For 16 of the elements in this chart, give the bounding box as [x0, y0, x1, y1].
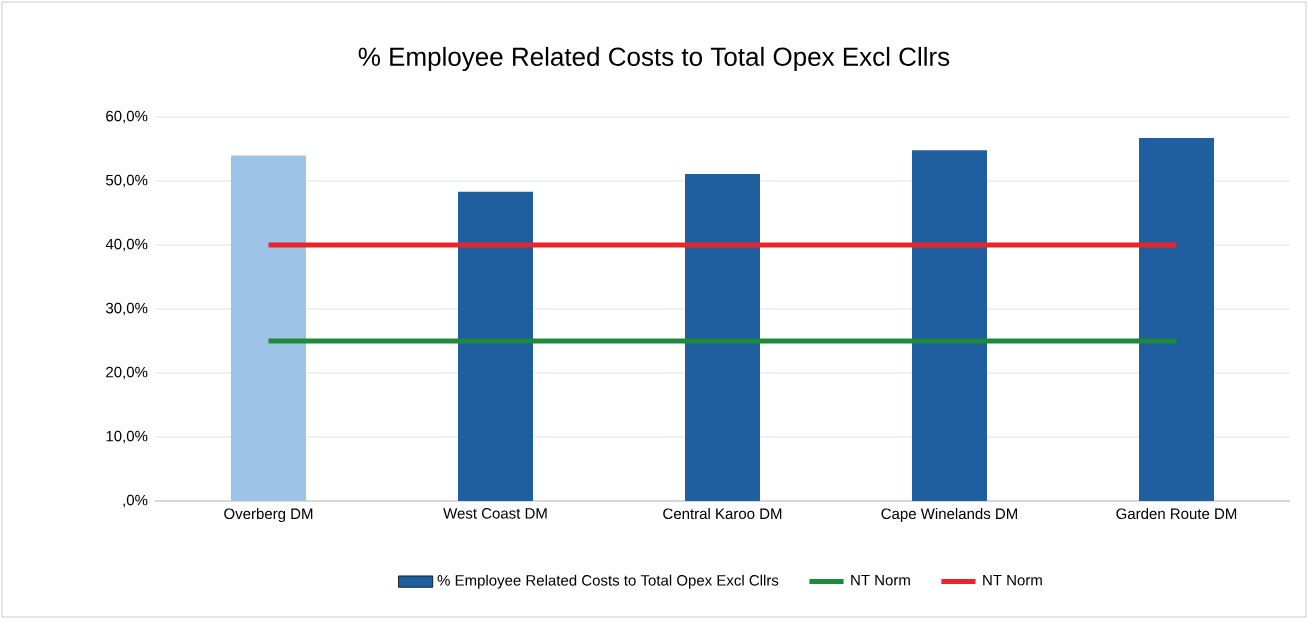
chart-title: % Employee Related Costs to Total Opex Excl Cllrs [358, 46, 950, 72]
x-tick-label: West Coast DM [443, 508, 547, 519]
y-tick-label: ,0% [123, 494, 148, 508]
x-tick-label: Central Karoo DM [663, 508, 782, 520]
y-tick-label: 30,0% [105, 302, 148, 316]
x-tick-label: Overberg DM [224, 508, 313, 523]
legend-label: % Employee Related Costs to Total Opex Excl Cllrs [437, 574, 779, 589]
y-tick-label: 50,0% [106, 174, 148, 188]
y-tick-label: 20,0% [106, 366, 148, 380]
y-tick-label: 40,0% [105, 238, 148, 252]
legend-label: NT Norm [851, 574, 910, 586]
x-tick-label: Garden Route DM [1116, 508, 1237, 520]
legend-label: NT Norm [983, 574, 1042, 586]
y-tick-label: 10,0% [106, 430, 148, 444]
x-tick-label: Cape Winelands DM [881, 508, 1018, 523]
y-tick-label: 60,0% [106, 110, 148, 124]
